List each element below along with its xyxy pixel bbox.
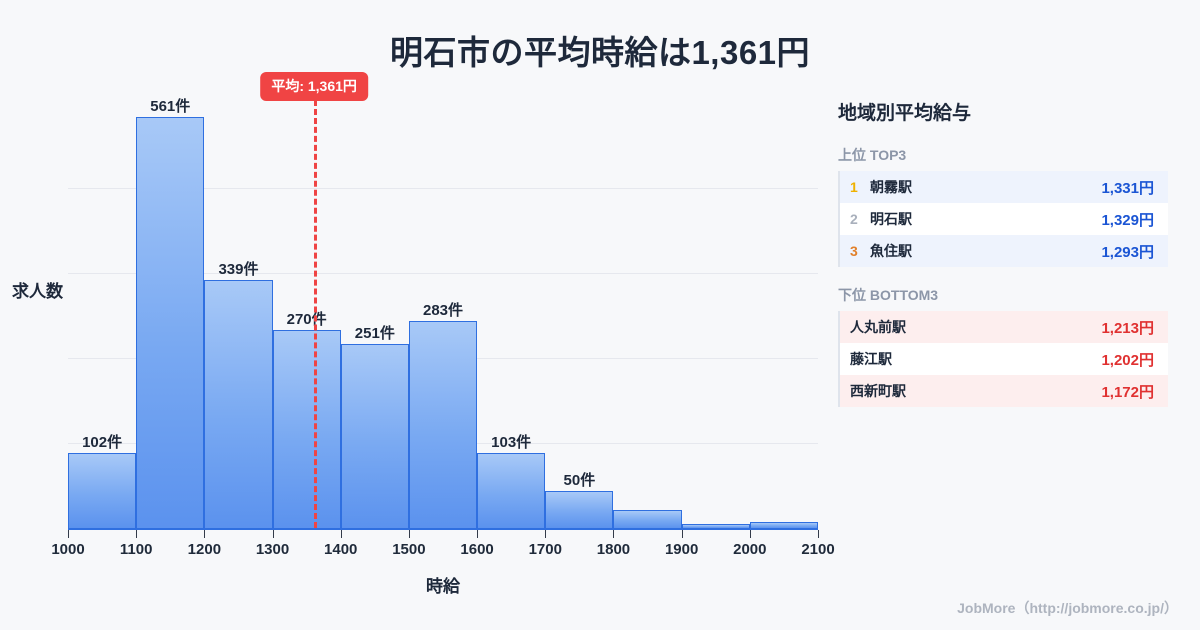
bottom3-row[interactable]: 藤江駅 1,202円 [840, 343, 1168, 375]
bar-value-label: 270件 [286, 311, 327, 329]
bottom3-row[interactable]: 人丸前駅 1,213円 [840, 311, 1168, 343]
bar-value-label: 50件 [563, 472, 596, 490]
top3-row[interactable]: 2 明石駅 1,329円 [840, 203, 1168, 235]
x-axis-tick [408, 530, 410, 538]
x-axis-tick-label: 1800 [596, 541, 631, 558]
bar-value-label: 339件 [218, 260, 259, 278]
x-axis-tick [749, 530, 751, 538]
top3-section: 上位 TOP3 1 朝霧駅 1,331円 2 明石駅 1,329円 3 魚住駅 1,293円 [838, 145, 1168, 267]
bar-value-label: 251件 [354, 325, 395, 343]
y-axis-title: 求人数 [12, 282, 63, 301]
rank-number: 3 [850, 243, 858, 259]
station-name: 魚住駅 [870, 243, 912, 259]
histogram-bar [749, 522, 818, 528]
x-axis-title: 時給 [426, 577, 460, 596]
x-axis-tick-label: 1700 [528, 541, 562, 558]
histogram-bar [408, 320, 478, 528]
x-axis-tick-label: 1500 [392, 541, 426, 558]
station-name: 西新町駅 [850, 383, 906, 399]
x-axis-tick [681, 530, 683, 538]
histogram-bar [136, 116, 205, 528]
histogram-chart: 求人数 102件 561件 339件 270件 251件 283件 103件 50件 1000 1… [0, 72, 835, 605]
histogram-bar [204, 279, 273, 528]
page-title: 明石市の平均時給は1,361円 [389, 34, 811, 71]
rank-number: 2 [850, 211, 858, 227]
top3-row[interactable]: 1 朝霧駅 1,331円 [840, 171, 1168, 203]
ranking-panel-title: 地域別平均給与 [838, 103, 972, 124]
histogram-bar [340, 344, 409, 528]
x-axis-tick-label: 1900 [664, 541, 699, 558]
station-average-wage: 1,331円 [1101, 179, 1154, 197]
station-average-wage: 1,213円 [1101, 319, 1154, 337]
top3-row[interactable]: 3 魚住駅 1,293円 [840, 235, 1168, 267]
average-line [314, 100, 318, 528]
footer-credit: JobMore（http://jobmore.co.jp/） [957, 600, 1178, 616]
station-average-wage: 1,329円 [1101, 211, 1154, 229]
top3-header: 上位 TOP3 [838, 147, 907, 163]
bottom3-section: 下位 BOTTOM3 人丸前駅 1,213円藤江駅 1,202円西新町駅 1,172円 [838, 285, 1168, 407]
x-axis-tick-label: 1100 [119, 541, 153, 558]
x-axis-tick-label: 1600 [460, 541, 494, 558]
x-axis-tick [136, 530, 138, 538]
top3-list: 1 朝霧駅 1,331円 2 明石駅 1,329円 3 魚住駅 1,293円 [838, 171, 1168, 267]
regional-average-salary-panel: 地域別平均給与 上位 TOP3 1 朝霧駅 1,331円 2 明石駅 1,329円 3 魚住駅… [838, 98, 1168, 425]
x-axis-tick-label: 1300 [255, 541, 290, 558]
bottom3-header: 下位 BOTTOM3 [838, 287, 939, 303]
plot-area: 102件 561件 339件 270件 251件 283件 103件 50件 1000 1100 1… [51, 72, 835, 558]
station-name: 人丸前駅 [850, 319, 906, 335]
rank-number: 1 [850, 179, 858, 195]
x-axis-tick [545, 530, 547, 538]
x-axis-tick-label: 1000 [51, 541, 85, 558]
histogram-bar [681, 524, 750, 528]
station-average-wage: 1,172円 [1101, 383, 1154, 401]
x-axis-tick [204, 530, 206, 538]
histogram-bar [68, 453, 137, 528]
x-axis-tick [818, 530, 819, 538]
x-axis-tick [477, 530, 479, 538]
station-name: 明石駅 [870, 211, 912, 227]
station-name: 朝霧駅 [870, 179, 912, 195]
histogram-bar [272, 330, 341, 528]
histogram-bar [613, 509, 682, 528]
x-axis-line [68, 528, 818, 530]
bar-value-label: 102件 [82, 434, 123, 452]
station-average-wage: 1,293円 [1101, 243, 1154, 261]
x-axis-tick-label: 2100 [801, 541, 835, 558]
station-average-wage: 1,202円 [1101, 351, 1154, 369]
bar-value-label: 103件 [491, 433, 532, 451]
histogram-bar [477, 452, 546, 528]
bar-value-label: 283件 [422, 301, 464, 319]
x-axis-tick [272, 530, 274, 538]
bar-value-label: 561件 [150, 97, 191, 115]
x-axis-tick-label: 2000 [733, 541, 767, 558]
station-name: 藤江駅 [850, 351, 892, 367]
x-axis-tick [340, 530, 342, 538]
bottom3-list: 人丸前駅 1,213円藤江駅 1,202円西新町駅 1,172円 [838, 311, 1168, 407]
x-axis-tick [68, 530, 69, 538]
histogram-bar [545, 491, 614, 528]
x-axis-tick [613, 530, 615, 538]
bottom3-row[interactable]: 西新町駅 1,172円 [840, 375, 1168, 407]
average-badge: 平均: 1,361円 [260, 72, 368, 101]
x-axis-tick-label: 1400 [324, 541, 358, 558]
gridline [68, 273, 818, 274]
x-axis-tick-label: 1200 [187, 541, 222, 558]
gridline [68, 188, 818, 189]
